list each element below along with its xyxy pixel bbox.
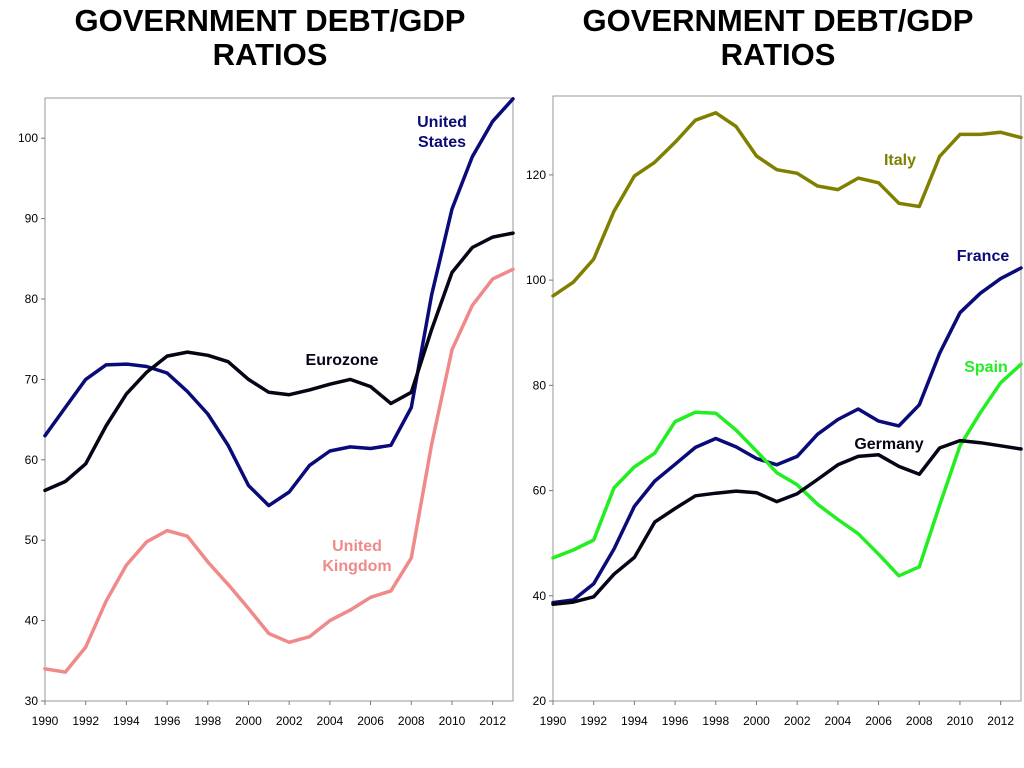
left-x-tick-label: 1990 [32, 714, 59, 728]
left-chart: 30 40 50 60 70 80 90 100 1990 1992 1994 1996 1998 200… [18, 97, 515, 728]
right-x-tick-label: 1992 [580, 714, 607, 728]
right-y-tick-label: 40 [533, 589, 547, 603]
left-y-tick-label: 50 [25, 533, 39, 547]
right-x-tick-label: 2006 [865, 714, 892, 728]
series-label-united-states: United States [417, 114, 467, 151]
left-x-tick-label: 1992 [72, 714, 99, 728]
left-y-tick-label: 40 [25, 614, 39, 628]
series-line-eurozone [43, 231, 515, 493]
left-x-tick-label: 2006 [357, 714, 384, 728]
series-label-spain: Spain [964, 359, 1008, 376]
left-x-tick-label: 2004 [317, 714, 344, 728]
right-y-tick-label: 100 [526, 273, 546, 287]
right-chart-title: GOVERNMENT DEBT/GDP RATIOS [582, 3, 974, 72]
left-y-tick-label: 60 [25, 453, 39, 467]
series-label-germany: Germany [854, 436, 923, 453]
right-plot-frame [552, 95, 1022, 702]
series-label-united-kingdom: United Kingdom [322, 538, 391, 575]
series-line-united-states [43, 97, 515, 508]
right-x-tick-label: 1994 [621, 714, 648, 728]
right-x-tick-label: 1996 [662, 714, 689, 728]
series-label-eurozone: Eurozone [306, 352, 379, 369]
right-x-tick-label: 2008 [906, 714, 933, 728]
right-chart: 20 40 60 80 100 120 1990 1992 1994 1996 1998 2000 20… [526, 95, 1023, 728]
right-y-tick-label: 120 [526, 168, 546, 182]
left-x-tick-label: 1994 [113, 714, 140, 728]
left-plot-frame [44, 97, 514, 702]
left-y-tick-label: 70 [25, 372, 39, 386]
left-x-tick-label: 2010 [439, 714, 466, 728]
right-y-tick-label: 60 [533, 484, 547, 498]
right-x-tick-label: 2004 [825, 714, 852, 728]
series-line-united-kingdom [43, 267, 515, 674]
left-x-tick-label: 2008 [398, 714, 425, 728]
right-x-tick-label: 2010 [947, 714, 974, 728]
left-chart-title: GOVERNMENT DEBT/GDP RATIOS [74, 3, 466, 72]
left-x-tick-label: 2002 [276, 714, 303, 728]
series-line-italy [551, 111, 1023, 298]
right-x-tick-label: 2000 [743, 714, 770, 728]
right-x-tick-label: 2012 [987, 714, 1014, 728]
series-line-spain [551, 362, 1023, 578]
left-y-tick-label: 80 [25, 292, 39, 306]
right-y-tick-label: 20 [533, 694, 547, 708]
right-y-tick-label: 80 [533, 378, 547, 392]
right-x-tick-label: 2002 [784, 714, 811, 728]
left-x-tick-label: 2012 [479, 714, 506, 728]
right-x-tick-label: 1990 [540, 714, 567, 728]
left-y-tick-label: 30 [25, 694, 39, 708]
series-line-germany [551, 438, 1023, 606]
series-label-france: France [957, 248, 1010, 265]
left-y-tick-label: 100 [18, 131, 38, 145]
series-label-italy: Italy [884, 152, 916, 169]
left-y-tick-label: 90 [25, 212, 39, 226]
left-x-tick-label: 1998 [194, 714, 221, 728]
right-x-tick-label: 1998 [702, 714, 729, 728]
left-x-tick-label: 1996 [154, 714, 181, 728]
series-line-france [551, 266, 1023, 605]
left-x-tick-label: 2000 [235, 714, 262, 728]
